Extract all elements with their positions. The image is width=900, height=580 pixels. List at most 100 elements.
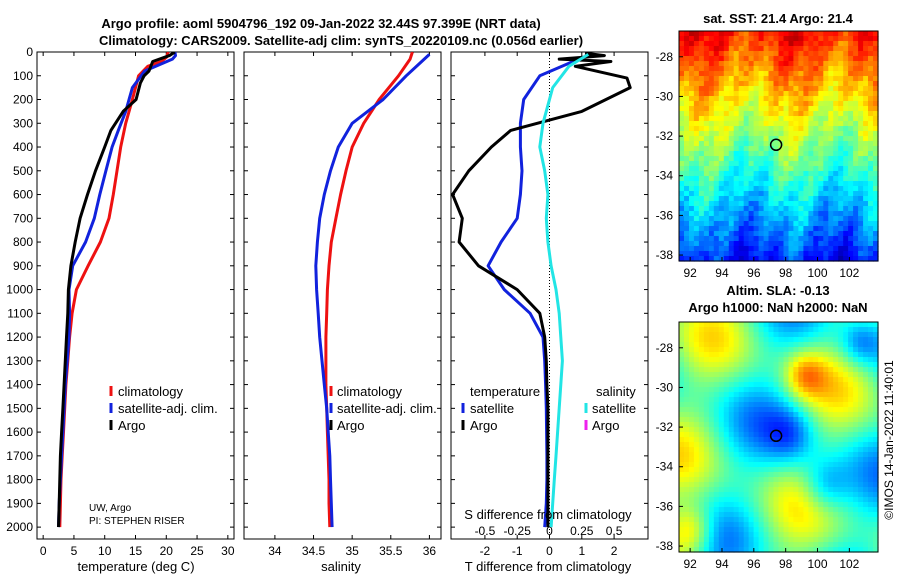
map-cell [733,447,740,453]
map-cell [733,387,740,393]
map-cell [783,437,790,443]
map-cell [838,171,844,177]
map-cell [828,141,834,147]
map-cell [853,487,859,493]
map-cell [728,76,735,82]
map-cell [873,156,879,162]
map-cell [753,226,760,232]
map-cell [783,176,790,182]
map-cell [689,362,695,368]
map-cell [698,36,705,42]
map-cell [868,537,874,543]
map-cell [743,221,750,227]
map-cell [798,522,804,528]
map-cell [783,472,790,478]
map-cell [833,41,839,47]
map-cell [684,166,690,172]
map-cell [703,342,710,348]
map-cell [798,452,804,458]
map-cell [818,327,824,333]
map-cell [698,161,705,167]
map-cell [713,156,720,162]
map-cell [863,46,869,52]
map-cell [703,457,710,463]
map-cell [788,397,795,403]
map-cell [803,246,809,252]
map-cell [783,537,790,543]
map-cell [698,31,705,37]
map-cell [684,231,690,237]
map-cell [728,246,735,252]
map-cell [818,457,824,463]
map-cell [743,241,750,247]
map-cell [823,226,829,232]
map-cell [823,367,829,373]
map-cell [853,131,859,137]
map-cell [803,121,809,127]
map-cell [788,357,795,363]
map-cell [868,497,874,503]
map-cell [733,161,740,167]
map-cell [783,196,790,202]
map-cell [803,412,809,418]
map-cell [853,201,859,207]
map-cell [778,492,785,498]
map-cell [718,41,725,47]
map-cell [788,186,795,192]
map-cell [733,136,740,142]
map-cell [843,477,849,483]
map-cell [778,457,785,463]
map-cell [858,146,864,152]
map-cell [808,51,814,57]
map-cell [684,332,690,338]
map-cell [718,101,725,107]
map-cell [758,497,765,503]
map-cell [813,517,819,523]
map-cell [813,216,819,222]
map-cell [868,467,874,473]
map-cell [863,327,869,333]
map-cell [863,522,869,528]
map-cell [843,116,849,122]
map-cell [753,51,760,57]
map-cell [778,216,785,222]
map-cell [793,522,799,528]
map-cell [743,357,750,363]
map-cell [679,332,685,338]
map-cell [828,156,834,162]
map-cell [693,532,700,538]
map-cell [828,332,834,338]
map-cell [803,51,809,57]
map-cell [853,427,859,433]
map-cell [693,547,700,553]
map-cell [863,457,869,463]
map-cell [848,196,854,202]
map-cell [828,347,834,353]
map-cell [763,337,770,343]
map-cell [808,46,814,52]
map-cell [793,201,799,207]
map-cell [763,367,770,373]
map-cell [689,427,695,433]
map-cell [798,136,804,142]
map-cell [703,66,710,72]
map-cell [808,527,814,533]
map-cell [723,447,730,453]
map-cell [853,392,859,398]
map-cell [858,362,864,368]
map-cell [778,201,785,207]
map-cell [738,31,745,37]
map-cell [743,126,750,132]
map-cell [768,487,775,493]
map-cell [813,482,819,488]
map-cell [838,512,844,518]
map-cell [758,502,765,508]
map-cell [848,517,854,523]
map-cell [738,537,745,543]
map-cell [728,437,735,443]
x-tick-label: 0 [40,544,47,558]
map-cell [713,417,720,423]
map-cell [758,241,765,247]
map-cell [818,201,824,207]
map-cell [773,547,780,553]
